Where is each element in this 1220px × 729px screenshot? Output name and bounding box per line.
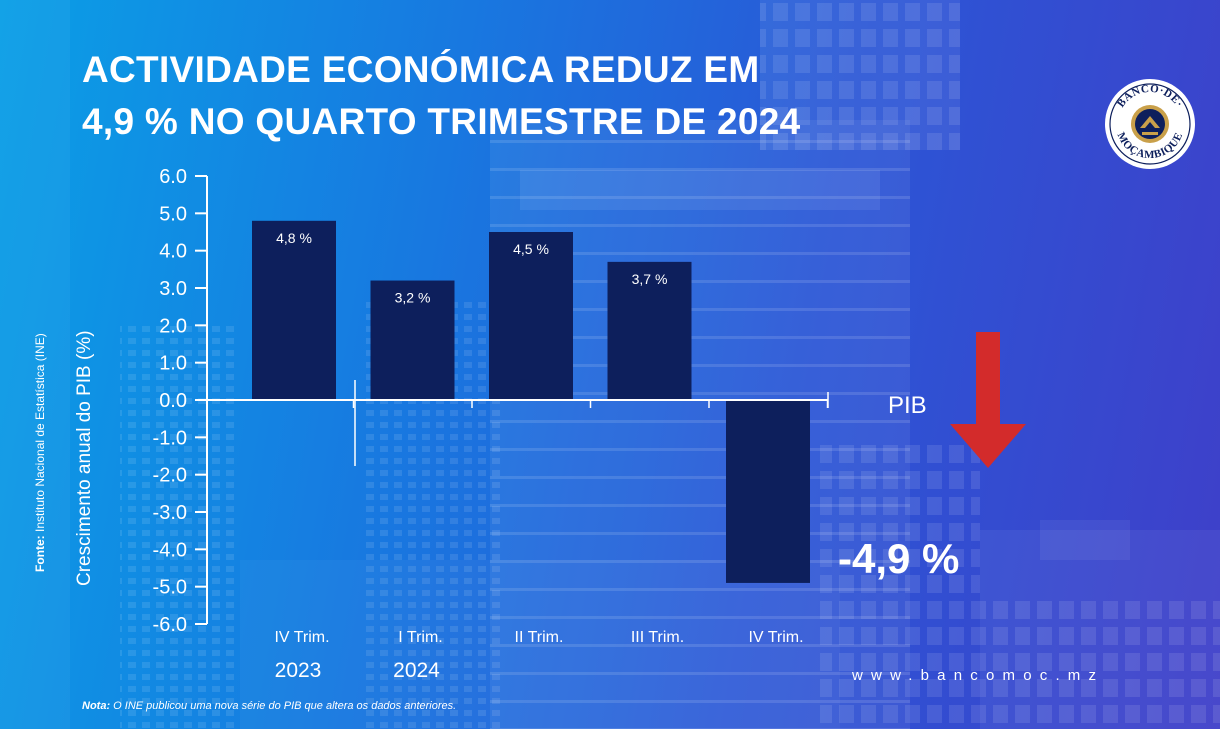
- y-tick-label: 2.0: [159, 315, 187, 337]
- data-label: 4,8 %: [276, 230, 312, 246]
- bar: [489, 232, 573, 400]
- y-tick-label: -2.0: [153, 465, 187, 487]
- y-tick-label: 1.0: [159, 353, 187, 375]
- title-line-1: ACTIVIDADE ECONÓMICA REDUZ EM: [82, 49, 760, 90]
- bar: [252, 220, 336, 400]
- down-arrow-icon: [950, 332, 1026, 468]
- y-tick-label: 6.0: [159, 166, 187, 188]
- y-tick-label: -5.0: [153, 577, 187, 599]
- indicator-label: PIB: [888, 392, 927, 419]
- indicator-value: -4,9 %: [838, 535, 960, 582]
- bank-seal-icon: BANCO·DE· MOÇAMBIQUE: [1105, 79, 1195, 169]
- bar: [607, 261, 692, 400]
- x-axis: IV Trim. I Trim. II Trim. III Trim. IV Trim.…: [207, 380, 829, 682]
- footnote-label: Nota:: [82, 700, 111, 712]
- y-tick-label: 5.0: [159, 203, 187, 225]
- bar: [370, 280, 455, 400]
- x-group-label: 2024: [393, 659, 440, 682]
- data-label: 3,7 %: [632, 271, 668, 287]
- data-label: 4,5 %: [513, 241, 549, 257]
- y-tick-label: 0.0: [159, 390, 187, 412]
- y-tick-label: 3.0: [159, 278, 187, 300]
- data-label: 3,2 %: [395, 290, 431, 306]
- bars: [252, 220, 810, 583]
- y-tick-label: -4.0: [153, 539, 187, 561]
- x-tick-label: IV Trim.: [274, 629, 329, 646]
- y-tick-label: 4.0: [159, 241, 187, 263]
- y-tick-label: -6.0: [153, 614, 187, 636]
- x-tick-label: II Trim.: [515, 629, 564, 646]
- footnote-text: O INE publicou uma nova série do PIB que…: [110, 700, 457, 712]
- footnote: Nota: O INE publicou uma nova série do P…: [82, 700, 456, 712]
- x-tick-label: I Trim.: [398, 629, 442, 646]
- x-group-label: 2023: [275, 659, 322, 682]
- x-tick-label: III Trim.: [631, 629, 684, 646]
- page-title: ACTIVIDADE ECONÓMICA REDUZ EM 4,9 % NO Q…: [82, 44, 962, 148]
- title-line-2: 4,9 % NO QUARTO TRIMESTRE DE 2024: [82, 101, 801, 142]
- y-tick-label: -3.0: [153, 502, 187, 524]
- bar: [726, 400, 810, 583]
- x-tick-label: IV Trim.: [748, 629, 803, 646]
- y-tick-label: -1.0: [153, 427, 187, 449]
- website-url: www.bancomoc.mz: [852, 667, 1105, 684]
- data-labels: 4,8 % 3,2 % 4,5 % 3,7 %: [276, 230, 667, 306]
- y-axis: 6.0 5.0 4.0 3.0 2.0 1.0 0.0 -1.0 -2.0 -3.0 -4.0 -5.…: [153, 166, 208, 636]
